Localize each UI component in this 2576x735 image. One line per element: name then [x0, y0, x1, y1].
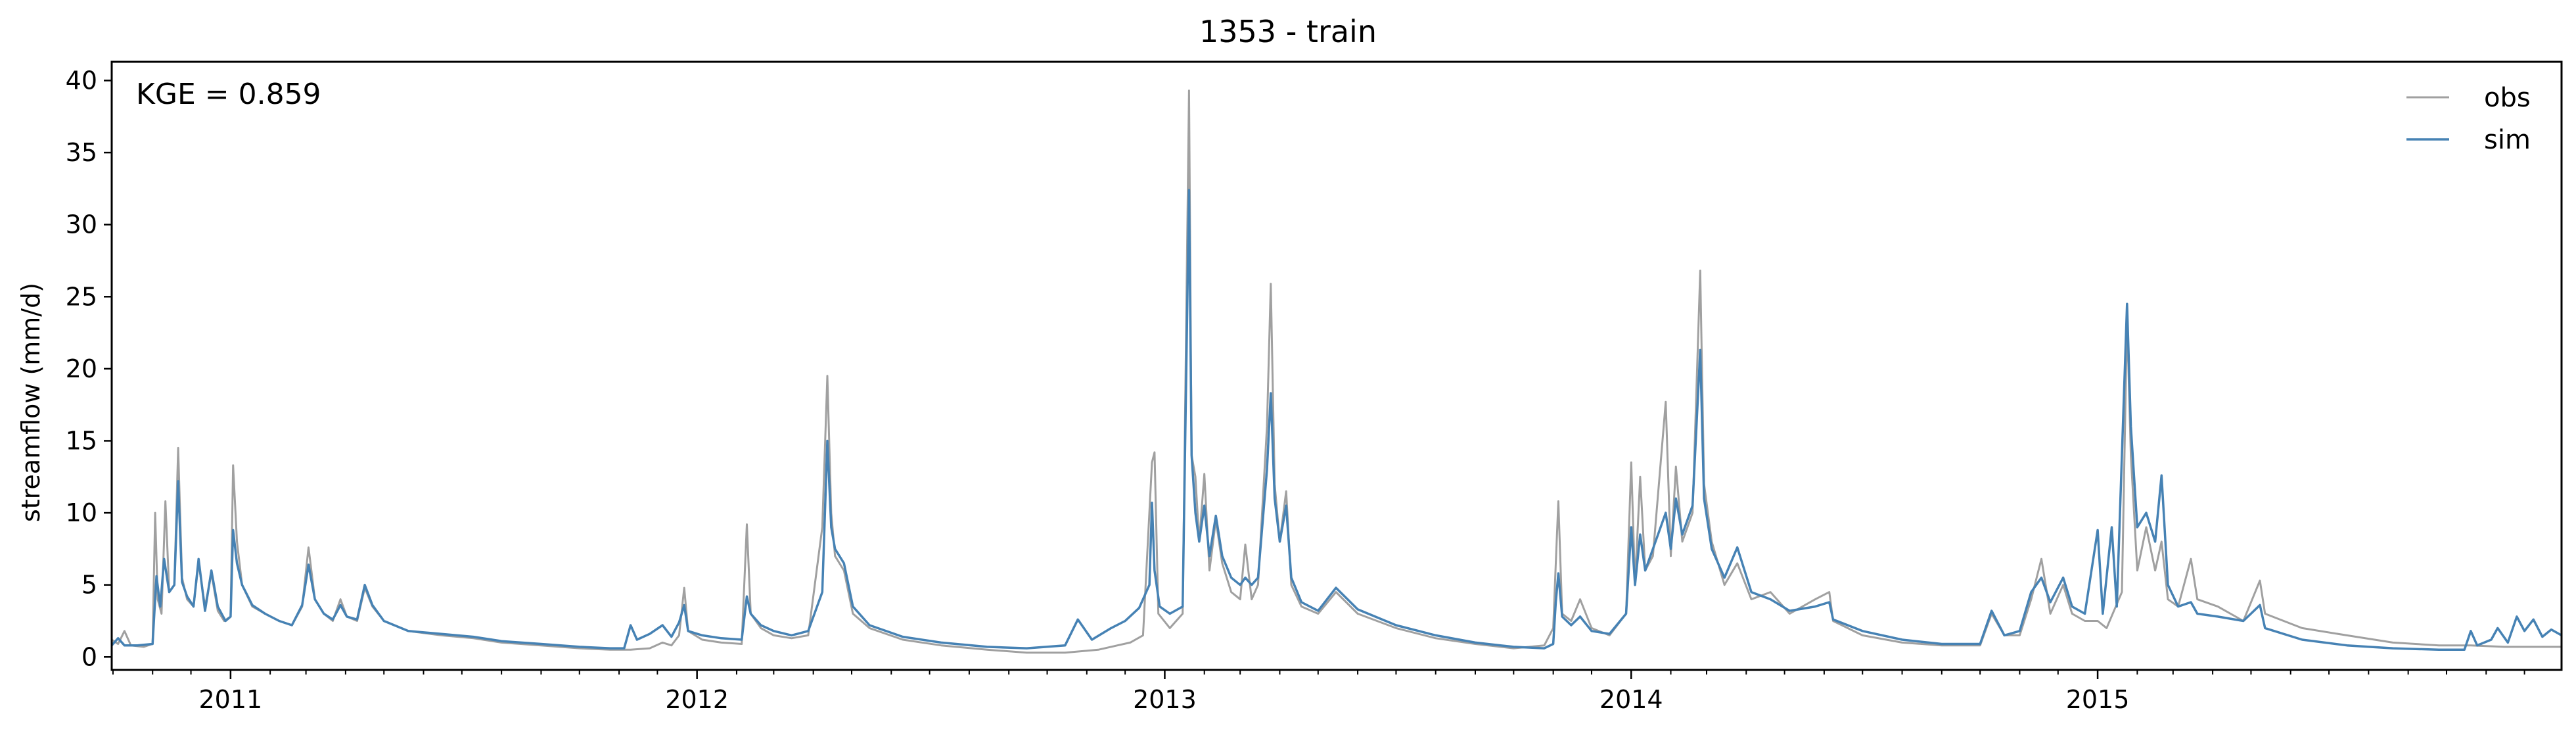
x-tick-label: 2014 [1599, 685, 1663, 714]
y-tick-label: 0 [81, 642, 97, 671]
plot-lines [110, 89, 2562, 654]
axis-ticks: 0 5 10 15 20 25 30 35 40 2011 2012 2013 2014 2015 [66, 66, 2525, 714]
x-tick-label: 2015 [2066, 685, 2130, 714]
x-tick-label: 2011 [198, 685, 262, 714]
y-tick-label: 35 [66, 138, 97, 167]
legend-label-obs: obs [2484, 83, 2531, 113]
plot-frame [110, 60, 2563, 671]
kge-annotation: KGE = 0.859 [136, 78, 321, 111]
y-tick-label: 5 [81, 571, 97, 600]
x-tick-label: 2012 [665, 685, 729, 714]
series-line-obs [111, 89, 2562, 654]
x-tick-label: 2013 [1133, 685, 1197, 714]
y-tick-label: 15 [66, 426, 97, 455]
y-tick-label: 20 [66, 354, 97, 383]
y-axis-label: streamflow (mm/d) [16, 283, 45, 522]
series-line-sim [110, 189, 2562, 652]
legend: obs sim [2406, 83, 2531, 155]
y-tick-label: 30 [66, 210, 97, 239]
y-tick-label: 10 [66, 498, 97, 527]
y-tick-label: 25 [66, 282, 97, 311]
legend-label-sim: sim [2484, 125, 2531, 155]
y-tick-label: 40 [66, 66, 97, 95]
chart-title: 1353 - train [1199, 14, 1377, 49]
